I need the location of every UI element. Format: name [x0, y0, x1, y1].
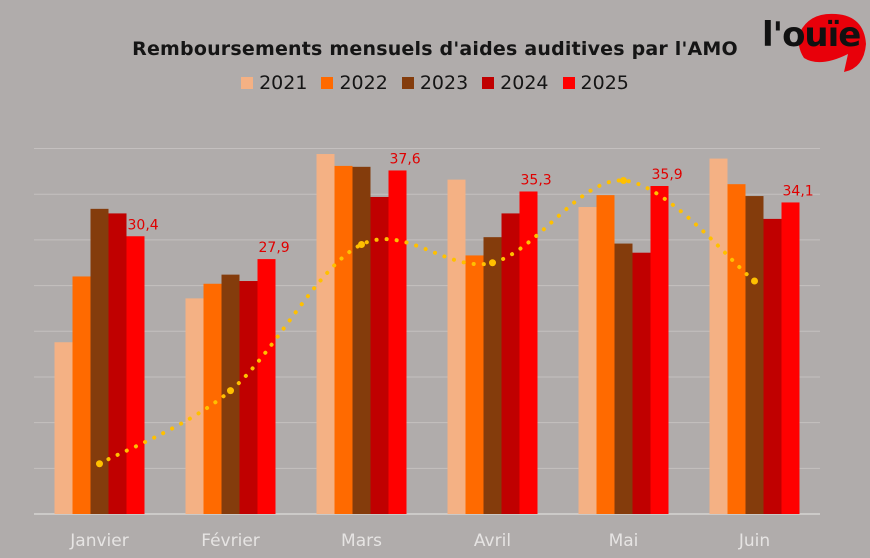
gridlines	[34, 148, 820, 515]
legend: 2021 2022 2023 2024 2025	[0, 72, 870, 94]
bar-2023-4	[483, 237, 502, 514]
legend-label: 2022	[339, 72, 388, 94]
bar-2022-3	[334, 165, 353, 514]
bar-2021-3	[316, 154, 335, 514]
chart-title: Remboursements mensuels d'aides auditive…	[132, 38, 738, 60]
data-label: 37,6	[390, 151, 421, 167]
logo-text: l'ouïe	[762, 15, 860, 55]
bar-2025-3	[388, 170, 407, 515]
data-label: 35,9	[652, 167, 683, 183]
bar-2025-4	[519, 191, 538, 514]
trend-line	[96, 177, 758, 468]
data-label: 30,4	[128, 217, 159, 233]
legend-item-2023: 2023	[401, 72, 469, 94]
bar-2023-5	[614, 243, 633, 514]
bar-2024-1	[108, 213, 127, 514]
bar-2022-6	[727, 184, 746, 514]
x-tick-label: Février	[201, 531, 260, 551]
x-axis: Janvier Février Mars Avril Mai Juin	[69, 531, 770, 551]
data-label: 34,1	[783, 183, 814, 199]
x-tick-label: Avril	[474, 531, 511, 551]
legend-item-2025: 2025	[562, 72, 629, 94]
bar-2021-6	[709, 158, 728, 514]
bar-2024-5	[632, 252, 651, 514]
legend-label: 2023	[419, 72, 469, 94]
bar-2025-2	[257, 259, 276, 514]
bar-2021-5	[578, 207, 597, 514]
bar-2024-6	[763, 218, 782, 515]
x-tick-label: Juin	[738, 531, 770, 551]
bar-2025-5	[650, 186, 669, 514]
bar-2022-1	[72, 276, 91, 514]
data-labels: 30,4 27,9 37,6 35,3 35,9 34,1	[128, 151, 814, 256]
trend-point	[227, 387, 234, 395]
legend-label: 2021	[259, 72, 308, 94]
legend-swatch	[241, 77, 254, 89]
data-label: 35,3	[521, 172, 552, 188]
bar-2025-1	[126, 236, 145, 514]
trend-point	[489, 259, 496, 267]
brand-logo: l'ouïe	[762, 13, 866, 72]
bar-2021-2	[185, 298, 204, 514]
x-tick-label: Janvier	[69, 531, 128, 551]
bar-2023-6	[745, 196, 764, 514]
bar-2024-3	[370, 196, 389, 514]
bar-2021-4	[447, 179, 466, 515]
trend-point	[358, 240, 365, 248]
bar-2023-2	[221, 274, 240, 514]
bar-2023-3	[352, 166, 371, 514]
legend-item-2024: 2024	[482, 72, 549, 94]
bar-2023-1	[90, 208, 109, 514]
logo-red-shape	[798, 13, 866, 72]
legend-item-2021: 2021	[241, 72, 307, 94]
legend-label: 2024	[500, 72, 549, 94]
trend-point	[620, 177, 627, 185]
legend-swatch	[321, 77, 334, 89]
x-tick-label: Mars	[341, 531, 382, 551]
legend-swatch	[401, 77, 414, 89]
bar-2025-6	[781, 202, 800, 514]
legend-swatch	[562, 77, 575, 89]
legend-swatch	[482, 77, 495, 89]
bars	[54, 154, 800, 515]
bar-2022-4	[465, 255, 484, 514]
trend-point	[751, 277, 758, 285]
bar-2022-2	[203, 283, 222, 514]
data-label: 27,9	[259, 240, 290, 256]
trend-path	[97, 178, 757, 466]
legend-label: 2025	[580, 72, 629, 94]
bar-2021-1	[54, 342, 73, 514]
bar-2022-5	[596, 195, 615, 514]
trend-point	[96, 460, 103, 468]
bar-2024-4	[501, 213, 520, 514]
legend-item-2022: 2022	[321, 72, 388, 94]
bar-2024-2	[239, 281, 258, 514]
x-tick-label: Mai	[609, 531, 639, 551]
